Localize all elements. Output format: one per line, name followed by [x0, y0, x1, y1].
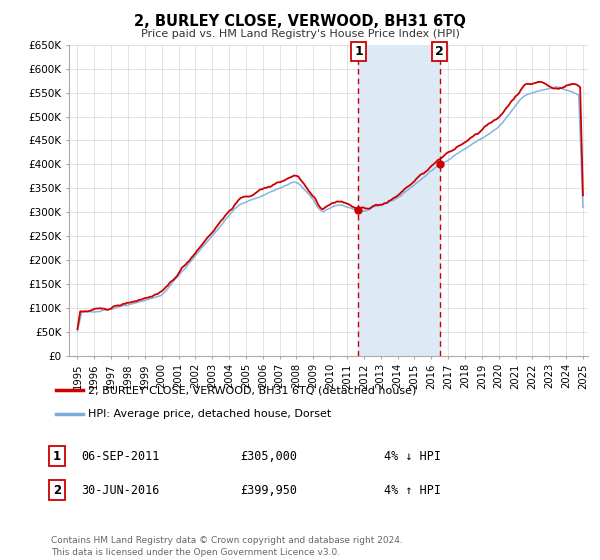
- Text: 06-SEP-2011: 06-SEP-2011: [81, 450, 160, 463]
- Bar: [358, 45, 440, 356]
- Text: £305,000: £305,000: [240, 450, 297, 463]
- Text: 2, BURLEY CLOSE, VERWOOD, BH31 6TQ: 2, BURLEY CLOSE, VERWOOD, BH31 6TQ: [134, 14, 466, 29]
- Text: Contains HM Land Registry data © Crown copyright and database right 2024.
This d: Contains HM Land Registry data © Crown c…: [51, 536, 403, 557]
- Text: 4% ↑ HPI: 4% ↑ HPI: [384, 483, 441, 497]
- Text: 2: 2: [435, 45, 444, 58]
- Text: HPI: Average price, detached house, Dorset: HPI: Average price, detached house, Dors…: [88, 408, 331, 418]
- Text: 30-JUN-2016: 30-JUN-2016: [81, 483, 160, 497]
- Text: 1: 1: [53, 450, 61, 463]
- Text: 2: 2: [53, 483, 61, 497]
- Text: 4% ↓ HPI: 4% ↓ HPI: [384, 450, 441, 463]
- Text: 1: 1: [354, 45, 363, 58]
- Text: Price paid vs. HM Land Registry's House Price Index (HPI): Price paid vs. HM Land Registry's House …: [140, 29, 460, 39]
- Text: £399,950: £399,950: [240, 483, 297, 497]
- Text: 2, BURLEY CLOSE, VERWOOD, BH31 6TQ (detached house): 2, BURLEY CLOSE, VERWOOD, BH31 6TQ (deta…: [88, 385, 416, 395]
